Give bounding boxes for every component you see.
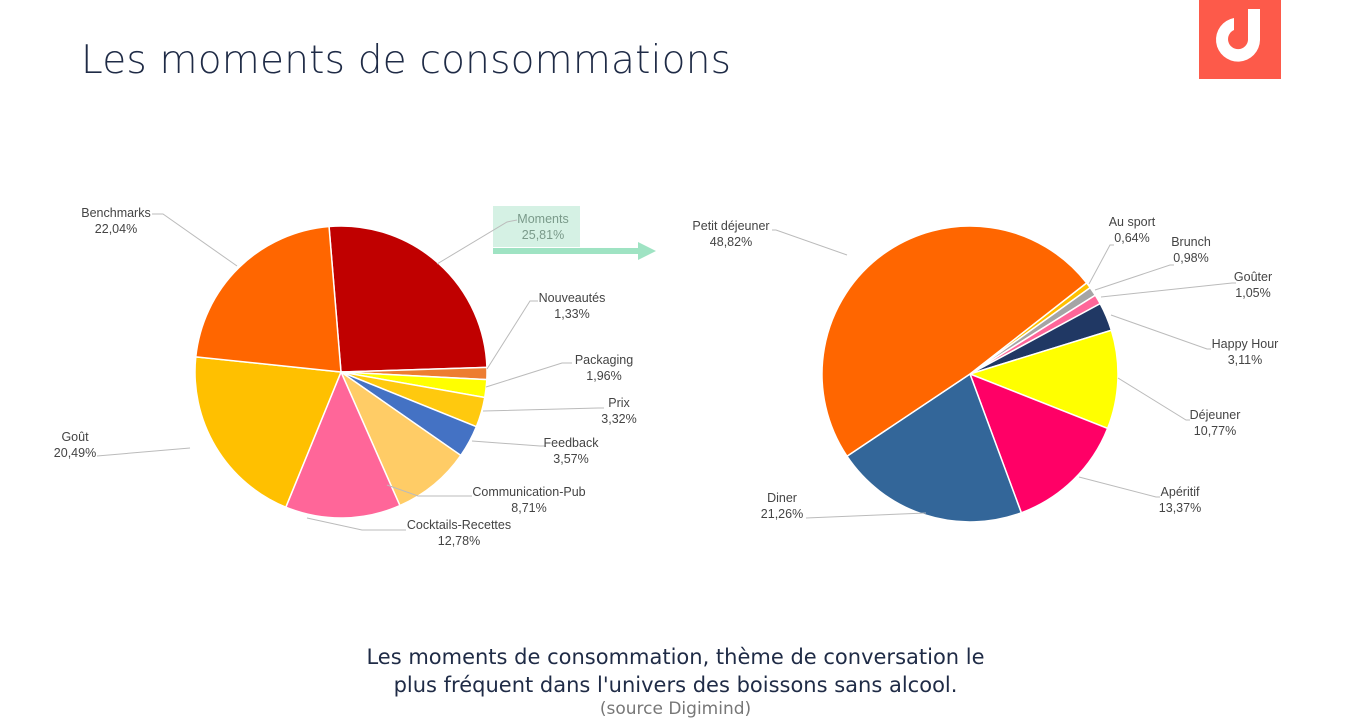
slice-value-communication-pub: 8,71% bbox=[511, 501, 546, 515]
leader-line-gouter bbox=[1100, 282, 1236, 298]
slice-label-packaging: Packaging bbox=[575, 353, 633, 367]
leader-line-nouveautes bbox=[486, 300, 538, 370]
slice-label-prix: Prix bbox=[608, 396, 630, 410]
slice-label-au-sport: Au sport bbox=[1109, 215, 1156, 229]
slice-value-benchmarks: 22,04% bbox=[95, 222, 137, 236]
slice-value-feedback: 3,57% bbox=[553, 452, 588, 466]
slice-label-nouveautes: Nouveautés bbox=[539, 291, 606, 305]
leader-line-cocktails-recettes bbox=[306, 517, 406, 531]
slice-label-diner: Diner bbox=[767, 491, 797, 505]
slice-label-petit-dejeuner: Petit déjeuner bbox=[692, 219, 769, 233]
leader-line-feedback bbox=[471, 440, 546, 447]
slice-label-communication-pub: Communication-Pub bbox=[472, 485, 585, 499]
caption-line-1: Les moments de consommation, thème de co… bbox=[366, 645, 985, 669]
leader-line-diner bbox=[805, 512, 927, 519]
slice-label-dejeuner: Déjeuner bbox=[1190, 408, 1241, 422]
leader-line-au-sport bbox=[1088, 244, 1114, 285]
pie-slice-petit-dejeuner bbox=[821, 225, 1088, 458]
pie-slice-dejeuner bbox=[967, 329, 1119, 430]
slice-value-aperitif: 13,37% bbox=[1159, 501, 1201, 515]
slice-label-brunch: Brunch bbox=[1171, 235, 1211, 249]
pie-slice-aperitif bbox=[968, 372, 1109, 514]
slice-value-happy-hour: 3,11% bbox=[1228, 353, 1263, 367]
leader-line-happy-hour bbox=[1110, 314, 1211, 350]
slice-value-nouveautes: 1,33% bbox=[554, 307, 589, 321]
leader-line-brunch bbox=[1094, 264, 1174, 291]
slice-label-cocktails-recettes: Cocktails-Recettes bbox=[407, 518, 511, 532]
pie-slice-diner bbox=[845, 372, 1023, 523]
slice-value-petit-dejeuner: 48,82% bbox=[710, 235, 752, 249]
leader-line-moments bbox=[436, 219, 518, 265]
slice-value-gout: 20,49% bbox=[54, 446, 96, 460]
caption-line-2: plus fréquent dans l'univers des boisson… bbox=[393, 673, 958, 697]
slice-label-feedback: Feedback bbox=[544, 436, 600, 450]
slice-value-au-sport: 0,64% bbox=[1114, 231, 1149, 245]
leader-line-benchmarks bbox=[152, 213, 238, 267]
leader-line-aperitif bbox=[1078, 476, 1160, 498]
leader-line-gout bbox=[96, 447, 191, 457]
pie-slice-cocktails-recettes bbox=[284, 370, 401, 519]
leader-line-communication-pub bbox=[386, 484, 472, 497]
slice-value-gouter: 1,05% bbox=[1235, 286, 1270, 300]
slice-label-aperitif: Apéritif bbox=[1161, 485, 1200, 499]
leader-line-petit-dejeuner bbox=[772, 229, 848, 256]
brand-logo bbox=[1199, 0, 1281, 79]
pie-slice-benchmarks bbox=[194, 225, 342, 373]
pie-chart-moments: Au sport 0,64% Brunch 0,98% Goûter 1,05% Happy… bbox=[692, 215, 1279, 523]
slice-label-gout: Goût bbox=[61, 430, 89, 444]
slice-label-benchmarks: Benchmarks bbox=[81, 206, 150, 220]
drill-down-arrow-icon bbox=[493, 242, 656, 260]
logo-d-icon bbox=[1216, 9, 1260, 62]
slice-value-cocktails-recettes: 12,78% bbox=[438, 534, 480, 548]
slice-value-prix: 3,32% bbox=[601, 412, 636, 426]
caption-source: (source Digimind) bbox=[599, 699, 752, 719]
leader-line-packaging bbox=[485, 362, 572, 388]
page-title: Les moments de consommations bbox=[81, 38, 732, 83]
pie-chart-themes: Moments 25,81% Nouveautés 1,33% Packaging 1,9… bbox=[54, 206, 637, 548]
moments-highlight-box bbox=[493, 206, 580, 247]
slice-value-moments: 25,81% bbox=[522, 228, 564, 242]
slice-value-brunch: 0,98% bbox=[1173, 251, 1208, 265]
slice-label-happy-hour: Happy Hour bbox=[1212, 337, 1279, 351]
slice-label-gouter: Goûter bbox=[1234, 270, 1272, 284]
leader-line-dejeuner bbox=[1117, 377, 1190, 421]
pie-slice-gout bbox=[194, 356, 343, 509]
slice-value-dejeuner: 10,77% bbox=[1194, 424, 1236, 438]
slice-value-packaging: 1,96% bbox=[586, 369, 621, 383]
leader-line-prix bbox=[482, 407, 604, 412]
slice-value-diner: 21,26% bbox=[761, 507, 803, 521]
slice-label-moments: Moments bbox=[517, 212, 568, 226]
